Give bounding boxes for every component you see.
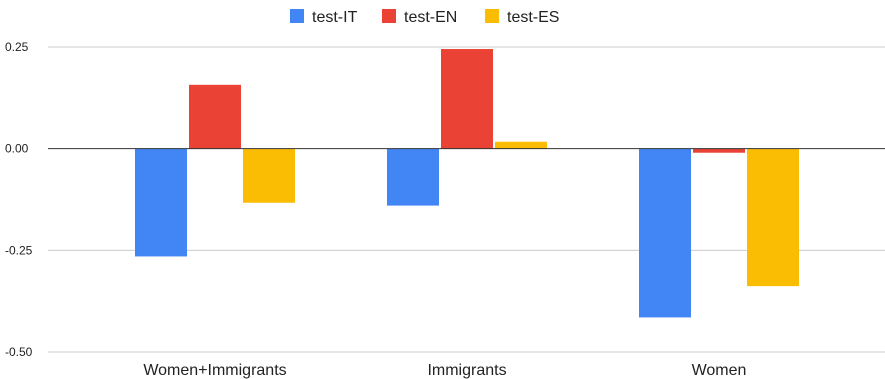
bar-test-es-immigrants: [495, 141, 547, 149]
legend-item-test-it: test-IT: [290, 9, 358, 26]
x-category-label: Immigrants: [427, 362, 506, 379]
y-axis-tick-labels: 0.25 0.00 -0.25 -0.50: [5, 40, 33, 359]
legend-item-test-en: test-EN: [382, 9, 457, 26]
legend-swatch: [382, 9, 396, 23]
y-tick-label: 0.00: [5, 142, 29, 156]
x-category-label: Women: [692, 362, 747, 379]
legend-label: test-IT: [312, 9, 358, 26]
legend-swatch: [485, 9, 499, 23]
y-tick-label: -0.50: [5, 345, 33, 359]
y-tick-label: 0.25: [5, 40, 29, 54]
bar-test-en-women: [693, 148, 745, 153]
legend: test-IT test-EN test-ES: [290, 9, 559, 26]
bar-test-it-women: [639, 148, 691, 318]
bar-test-en-immigrants: [441, 49, 493, 149]
legend-swatch: [290, 9, 304, 23]
y-tick-label: -0.25: [5, 243, 33, 257]
bar-test-es-women-immigrants: [243, 148, 295, 203]
x-category-label: Women+Immigrants: [143, 362, 286, 379]
legend-label: test-EN: [404, 9, 457, 26]
x-axis-category-labels: Women+Immigrants Immigrants Women: [143, 362, 746, 379]
gridlines: [48, 46, 885, 353]
bar-test-it-women-immigrants: [135, 148, 187, 257]
bars: [135, 49, 799, 318]
bar-test-es-women: [747, 148, 799, 287]
legend-label: test-ES: [507, 9, 559, 26]
bar-test-en-women-immigrants: [189, 84, 241, 149]
bar-test-it-immigrants: [387, 148, 439, 206]
legend-item-test-es: test-ES: [485, 9, 559, 26]
